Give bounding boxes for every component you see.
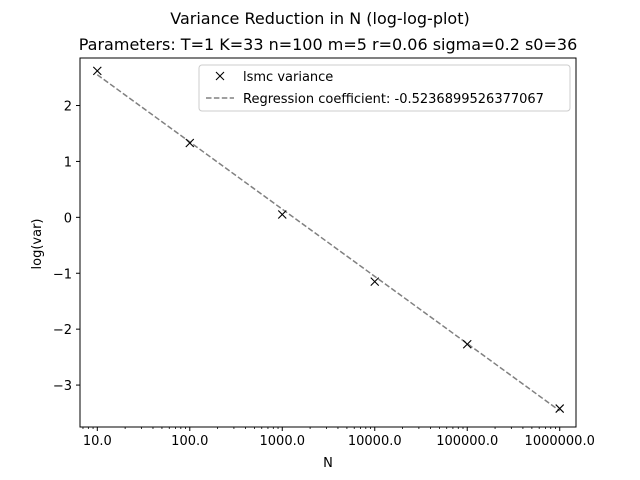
data-point — [370, 277, 380, 287]
regression-line — [96, 74, 561, 412]
data-point — [277, 210, 287, 219]
legend-marker-lsmc — [215, 71, 225, 81]
y-tick-label: 2 — [64, 100, 72, 115]
y-tick-label: −3 — [53, 379, 72, 394]
legend-label-lsmc: lsmc variance — [243, 70, 333, 85]
legend-box — [198, 64, 571, 112]
x-tick-label: 1000000.0 — [525, 434, 595, 449]
data-point — [185, 138, 195, 148]
marker-stroke — [185, 138, 195, 148]
axes-frame — [79, 57, 577, 428]
marker-stroke — [92, 66, 102, 76]
plot-area: 10.0 100.0 1000.0 10000.0 100000.0 1000000.0 −… — [53, 57, 595, 449]
x-tick-label: 100000.0 — [436, 434, 498, 449]
marker-stroke — [277, 210, 287, 219]
marker-stroke — [370, 277, 380, 287]
legend: lsmc variance Regression coefficient: -0… — [198, 64, 571, 112]
marker-stroke — [215, 71, 225, 81]
x-axis-label: N — [323, 456, 333, 471]
chart-title: Variance Reduction in N (log-log-plot) — [170, 9, 469, 28]
y-tick-label: −1 — [53, 267, 72, 282]
legend-x-marker — [215, 71, 225, 81]
legend-label-regression: Regression coefficient: -0.5236899526377… — [243, 92, 544, 107]
chart-subtitle: Parameters: T=1 K=33 n=100 m=5 r=0.06 si… — [79, 35, 578, 54]
y-tick-label: −2 — [53, 323, 72, 338]
data-point — [555, 404, 565, 413]
data-point — [92, 66, 102, 76]
y-tick-label: 0 — [64, 211, 72, 226]
x-tick-label: 10000.0 — [348, 434, 402, 449]
x-tick-label: 100.0 — [171, 434, 208, 449]
data-point — [462, 339, 472, 349]
marker-stroke — [462, 339, 472, 349]
y-axis-label: log(var) — [30, 219, 45, 270]
y-tick-label: 1 — [64, 155, 72, 170]
x-tick-label: 1000.0 — [260, 434, 306, 449]
x-tick-label: 10.0 — [83, 434, 112, 449]
marker-stroke — [555, 404, 565, 413]
